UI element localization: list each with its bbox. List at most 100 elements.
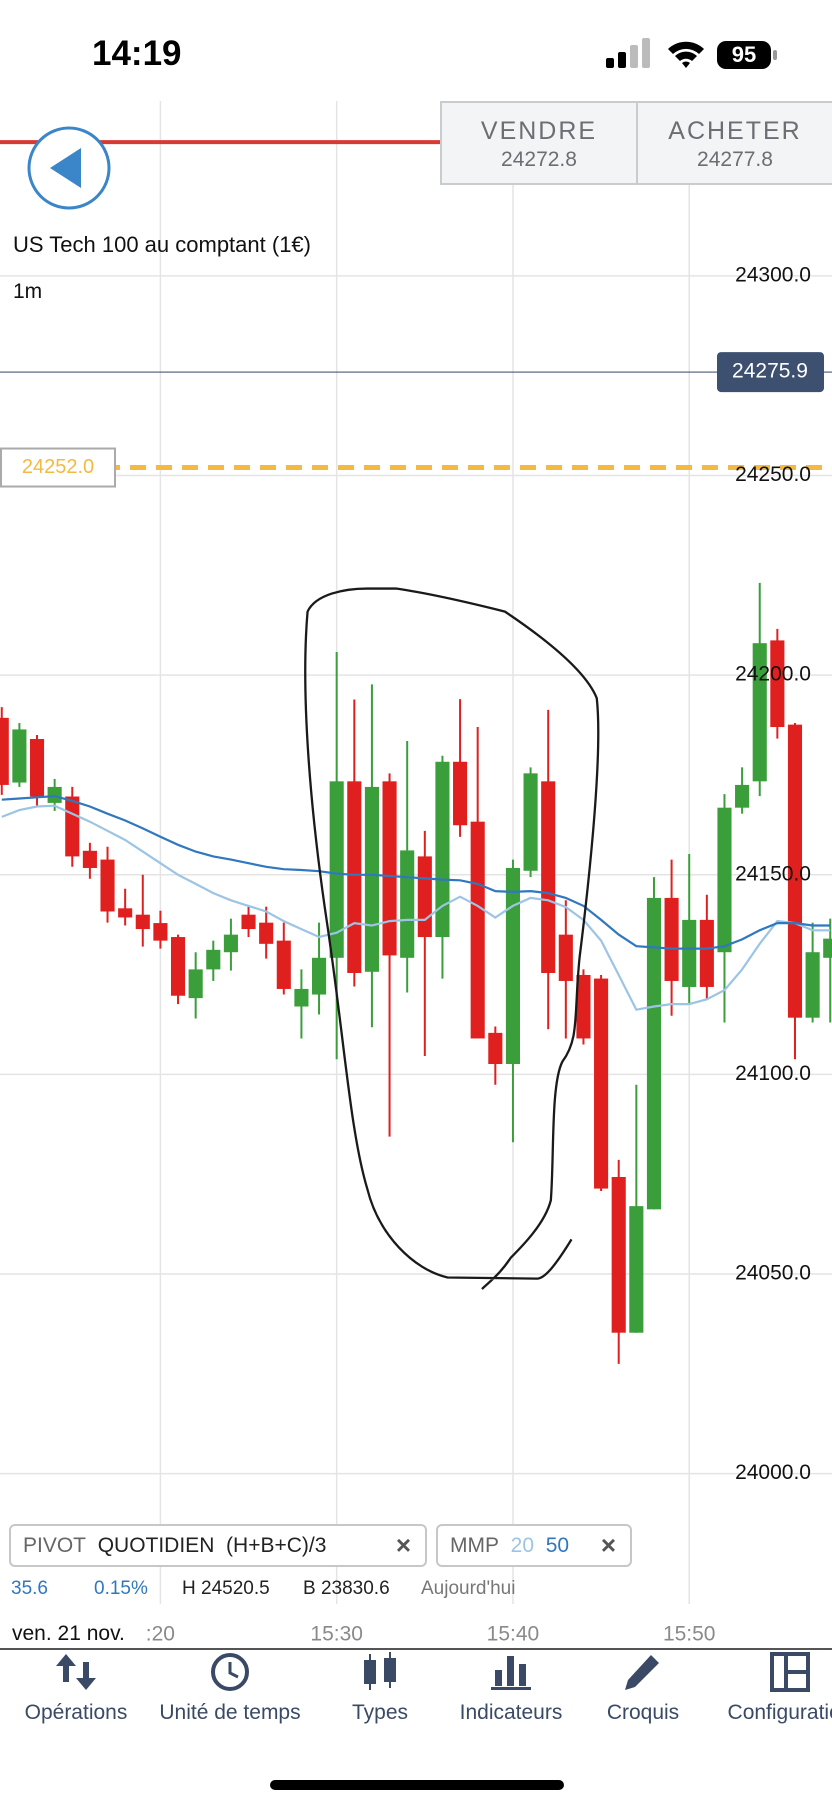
candle-body [153, 923, 168, 941]
price-tag [717, 352, 824, 393]
candle-body [259, 922, 274, 944]
candle-body [664, 897, 679, 981]
moving-average-line [1, 794, 831, 950]
candle-body [0, 717, 9, 785]
candle-body [170, 937, 186, 996]
candle-body [135, 914, 150, 930]
price-tag-label: 24275.9 [732, 360, 808, 383]
sell-label: VENDRE [480, 117, 598, 145]
tool-indicators[interactable]: Indicateurs [426, 1652, 596, 1725]
x-tick-label: :20 [146, 1623, 175, 1646]
indicators-icon [491, 1656, 531, 1690]
sell-price: 24272.8 [501, 148, 577, 171]
mmp-close[interactable]: × [600, 1530, 616, 1560]
mmp-name: MMP [450, 1534, 499, 1557]
x-tick-label: 15:40 [487, 1623, 540, 1646]
candle-body [82, 850, 97, 868]
tool-types[interactable]: Types [295, 1652, 465, 1725]
pivot-low: B 23830.6 [303, 1578, 390, 1599]
candle-body [276, 940, 291, 989]
candle-body [347, 781, 362, 973]
candle-body [118, 908, 133, 918]
candle-body [417, 856, 432, 938]
operations-icon [56, 1654, 96, 1690]
candle-body [312, 957, 327, 995]
buy-button[interactable]: ACHETER 24277.8 [636, 101, 832, 185]
home-indicator [270, 1780, 564, 1790]
price-tag-label: 24252.0 [22, 456, 94, 478]
tool-timeframe[interactable]: Unité de temps [145, 1652, 315, 1725]
instrument-name: US Tech 100 au comptant (1€) [13, 232, 311, 257]
pivot-name: PIVOT [23, 1534, 87, 1557]
tool-label: Indicateurs [459, 1701, 563, 1724]
candle-body [558, 934, 573, 981]
candle-body [682, 919, 697, 987]
back-button[interactable] [26, 126, 112, 212]
candle-body [594, 978, 609, 1189]
pivot-close[interactable]: × [395, 1530, 411, 1560]
candle-body [223, 934, 238, 953]
pivot-percent: 0.15% [94, 1578, 148, 1599]
y-tick-label: 24150.0 [735, 862, 811, 885]
candle-body [188, 969, 203, 999]
candle-body [523, 773, 538, 871]
freehand-sketch [304, 587, 600, 1290]
tool-operations[interactable]: Opérations [0, 1652, 161, 1725]
x-tick-label: 15:30 [310, 1623, 363, 1646]
sell-button[interactable]: VENDRE 24272.8 [440, 101, 638, 185]
candle-body [29, 739, 45, 797]
candle-body [752, 643, 767, 782]
toolbar [0, 1648, 832, 1800]
candle-body [241, 914, 256, 930]
battery: 95 [717, 41, 771, 69]
candle-body [823, 938, 832, 958]
candle-body [382, 781, 397, 956]
candle-body [65, 796, 80, 857]
tool-configuration[interactable]: Configuration [705, 1652, 832, 1725]
wifi-icon [668, 41, 704, 68]
candle-body [400, 850, 415, 958]
candle-body [470, 821, 485, 1039]
tool-label: Unité de temps [159, 1701, 301, 1724]
tool-label: Opérations [24, 1701, 128, 1724]
pivot-change: 35.6 [11, 1578, 48, 1599]
tool-label: Configuration [727, 1701, 832, 1724]
pivot-pill[interactable]: PIVOT QUOTIDIEN (H+B+C)/3 × [9, 1524, 427, 1567]
mmp-period-20: 20 [510, 1534, 535, 1557]
date-label: ven. 21 nov. [12, 1622, 125, 1645]
tool-label: Types [351, 1701, 409, 1724]
moving-average-line [1, 804, 831, 1011]
pivot-period: QUOTIDIEN [97, 1534, 215, 1557]
buy-label: ACHETER [668, 117, 802, 145]
candle-body [47, 786, 62, 803]
candle-body [805, 952, 820, 1018]
battery-tip [773, 50, 777, 60]
pivot-period-label: Aujourd'hui [421, 1578, 516, 1599]
candle-body [699, 919, 714, 987]
types-icon [364, 1652, 396, 1690]
candle-body [294, 988, 309, 1007]
tool-sketch[interactable]: Croquis [558, 1652, 728, 1725]
mmp-pill[interactable]: MMP 20 50 × [436, 1524, 632, 1567]
mmp-period-50: 50 [545, 1534, 570, 1557]
candle-body [611, 1176, 626, 1333]
x-tick-label: 15:50 [663, 1623, 716, 1646]
candle-body [206, 949, 221, 970]
candle-body [576, 974, 591, 1039]
candle-body [435, 761, 450, 938]
buy-price: 24277.8 [697, 148, 773, 171]
candle-body [488, 1032, 503, 1065]
pivot-high: H 24520.5 [182, 1578, 270, 1599]
y-tick-label: 24100.0 [735, 1062, 811, 1085]
y-tick-label: 24300.0 [735, 263, 811, 286]
tool-label: Croquis [606, 1701, 680, 1724]
pencil-icon [625, 1655, 659, 1690]
candle-body [717, 807, 732, 953]
candle-body [12, 729, 27, 783]
timeframe: 1m [13, 280, 43, 303]
candle-body [329, 781, 344, 958]
pivot-formula: (H+B+C)/3 [226, 1534, 327, 1557]
y-tick-label: 24000.0 [735, 1461, 811, 1484]
candle-body [364, 786, 379, 972]
